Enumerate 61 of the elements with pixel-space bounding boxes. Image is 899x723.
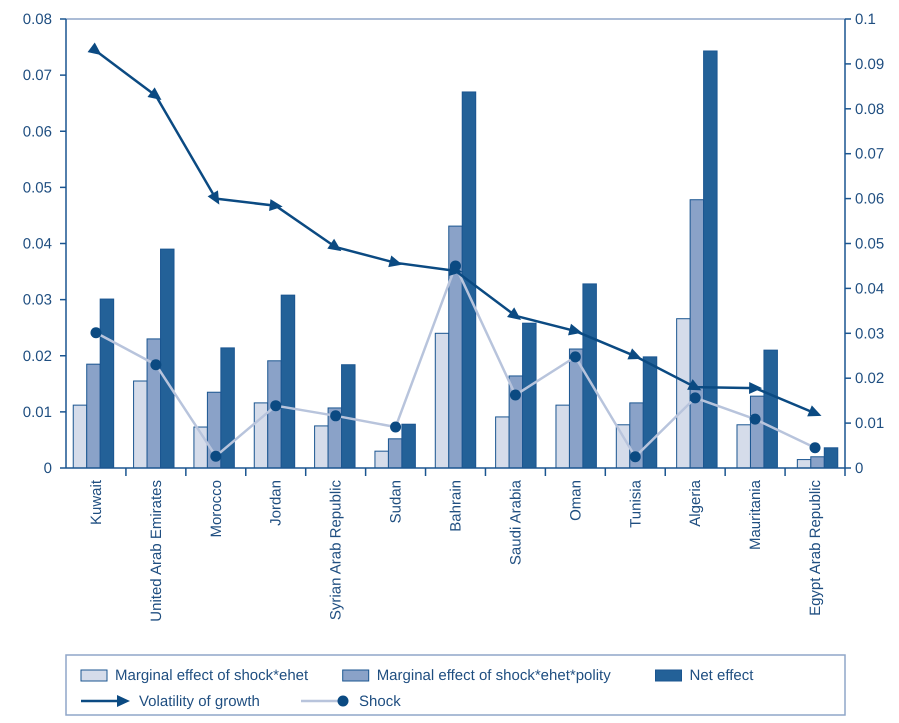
y-tick-label: 0.01 [22,404,52,421]
y2-tick-label: 0.03 [855,325,884,342]
point [388,255,402,268]
point [627,348,642,360]
point [147,87,162,100]
y2-tick-label: 0 [855,460,864,477]
x-tick-label: Kuwait [88,479,105,526]
point [630,451,641,462]
y2-tick-label: 0.08 [855,100,884,118]
point [270,400,282,412]
y2-tick-label: 0.05 [855,236,884,252]
point [750,414,761,425]
point [269,199,283,212]
y2-tick-label: 0.1 [855,11,876,28]
y-tick-label: 0.05 [22,179,52,196]
x-tick-label: Algeria [687,479,704,527]
y2-tick-label: 0.07 [855,146,884,163]
point [510,390,521,401]
x-tick-label: Morocco [208,480,225,538]
point [810,442,821,454]
y-tick-label: 0 [44,460,52,477]
y-tick-label: 0.02 [22,348,52,365]
point [507,307,522,320]
legend-label: Marginal effect of shock*ehet*polity [376,667,612,684]
point [568,324,582,336]
y-tick-label: 0.07 [22,67,52,84]
point [90,327,102,338]
y2-tick-label: 0.06 [855,190,884,208]
y2-tick-label: 0.09 [855,56,884,73]
point [807,405,822,416]
point [690,392,701,404]
x-tick-label: Bahrain [448,480,464,532]
legend-label: Shock [359,693,402,710]
y-tick-label: 0.03 [22,292,52,309]
legend-label: Marginal effect of shock*ehet [115,667,309,684]
point [327,238,342,252]
legend-label: Net effect [690,667,754,684]
x-tick-label: Mauritania [747,479,764,550]
point [687,379,702,390]
x-tick-label: Sudan [388,480,405,524]
y2-tick-label: 0.02 [855,370,884,388]
x-tick-label: Oman [567,480,584,521]
y2-tick-label: 0.01 [855,415,884,432]
legend-label: Volatility of growth [139,693,260,710]
point [570,351,581,362]
point [88,42,102,56]
point [330,410,342,422]
y-tick-label: 0.06 [22,123,52,140]
y2-tick-label: 0.04 [855,280,884,298]
x-tick-label: Tunisia [627,479,644,528]
y-tick-label: 0.08 [22,11,52,28]
point [390,422,402,433]
x-tick-label: Egypt Arab Republic [807,480,824,616]
point [150,359,162,370]
x-tick-label: Saudi Arabia [507,479,524,566]
x-tick-label: United Arab Emirates [148,480,165,622]
x-tick-label: Syrian Arab Republic [328,480,345,620]
point [448,264,462,276]
x-tick-label: Jordan [268,480,285,526]
point [210,450,222,462]
y-tick-label: 0.04 [22,236,52,252]
